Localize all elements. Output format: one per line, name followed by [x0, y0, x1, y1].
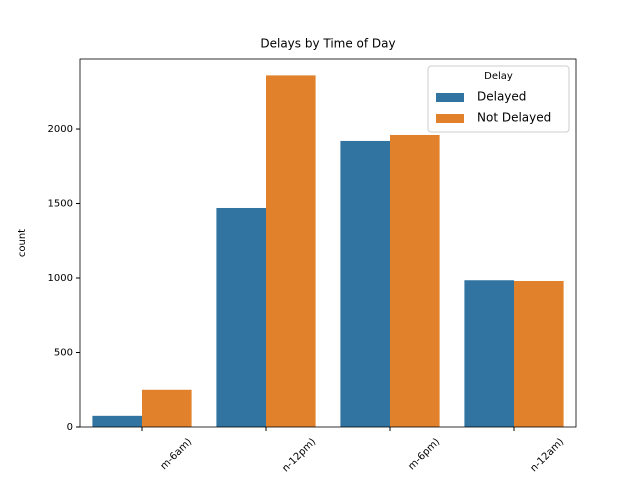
- y-tick-label: 500: [54, 348, 73, 359]
- legend-swatch: [436, 114, 464, 123]
- x-tick-label: m-6pm): [406, 436, 442, 472]
- x-tick-label: n-12am): [528, 436, 566, 474]
- bar: [216, 207, 266, 427]
- y-tick-label: 2000: [48, 124, 73, 135]
- bar: [340, 140, 390, 428]
- chart-title: Delays by Time of Day: [260, 37, 395, 51]
- bar: [142, 389, 192, 427]
- x-tick-label: n-12pm): [280, 436, 318, 474]
- bar: [390, 134, 440, 427]
- y-tick-label: 1000: [48, 273, 73, 284]
- legend-swatch: [436, 93, 464, 102]
- legend-title: Delay: [484, 71, 513, 82]
- bar: [464, 280, 514, 427]
- bar: [514, 280, 564, 427]
- y-axis-label: count: [17, 229, 28, 257]
- legend-label: Not Delayed: [477, 111, 551, 125]
- y-tick-label: 0: [67, 422, 73, 433]
- x-tick-label: m-6am): [159, 436, 195, 472]
- y-tick-label: 1500: [48, 199, 73, 210]
- legend-label: Delayed: [477, 90, 526, 104]
- bar: [92, 415, 142, 427]
- axes-frame: [79, 58, 577, 428]
- bar: [266, 75, 316, 427]
